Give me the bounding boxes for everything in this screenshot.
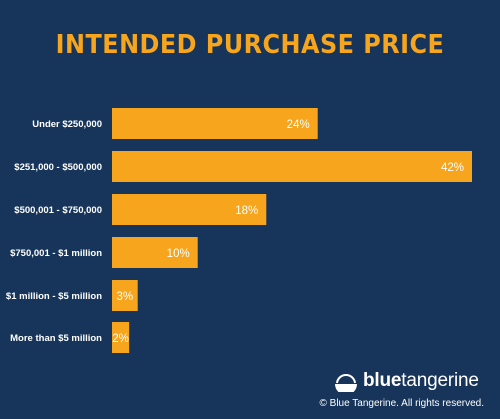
bar bbox=[112, 151, 472, 182]
category-label: More than $5 million bbox=[10, 333, 102, 344]
copyright-text: © Blue Tangerine. All rights reserved. bbox=[319, 398, 485, 409]
category-label: $1 million - $5 million bbox=[6, 291, 102, 302]
chart-title: INTENDED PURCHASE PRICE bbox=[55, 30, 445, 60]
bar bbox=[112, 237, 198, 268]
value-label: 10% bbox=[167, 248, 190, 260]
value-label: 42% bbox=[441, 162, 464, 174]
brand-logo: bluetangerine bbox=[333, 370, 479, 392]
bars-group: Under $250,000 24% $251,000 - $500,000 42% $… bbox=[6, 108, 472, 353]
bar bbox=[112, 194, 267, 225]
bar bbox=[112, 108, 318, 139]
value-label: 2% bbox=[112, 333, 129, 345]
category-label: Under $250,000 bbox=[32, 119, 102, 130]
bar bbox=[112, 280, 138, 311]
category-label: $251,000 - $500,000 bbox=[14, 162, 102, 173]
value-label: 24% bbox=[287, 119, 310, 131]
category-label: $750,001 - $1 million bbox=[10, 248, 102, 259]
brand-name: bluetangerine bbox=[363, 370, 479, 391]
tangerine-slice-icon bbox=[335, 373, 357, 392]
value-label: 3% bbox=[117, 291, 134, 303]
value-label: 18% bbox=[235, 205, 258, 217]
category-label: $500,001 - $750,000 bbox=[14, 205, 102, 216]
bar bbox=[112, 322, 130, 353]
